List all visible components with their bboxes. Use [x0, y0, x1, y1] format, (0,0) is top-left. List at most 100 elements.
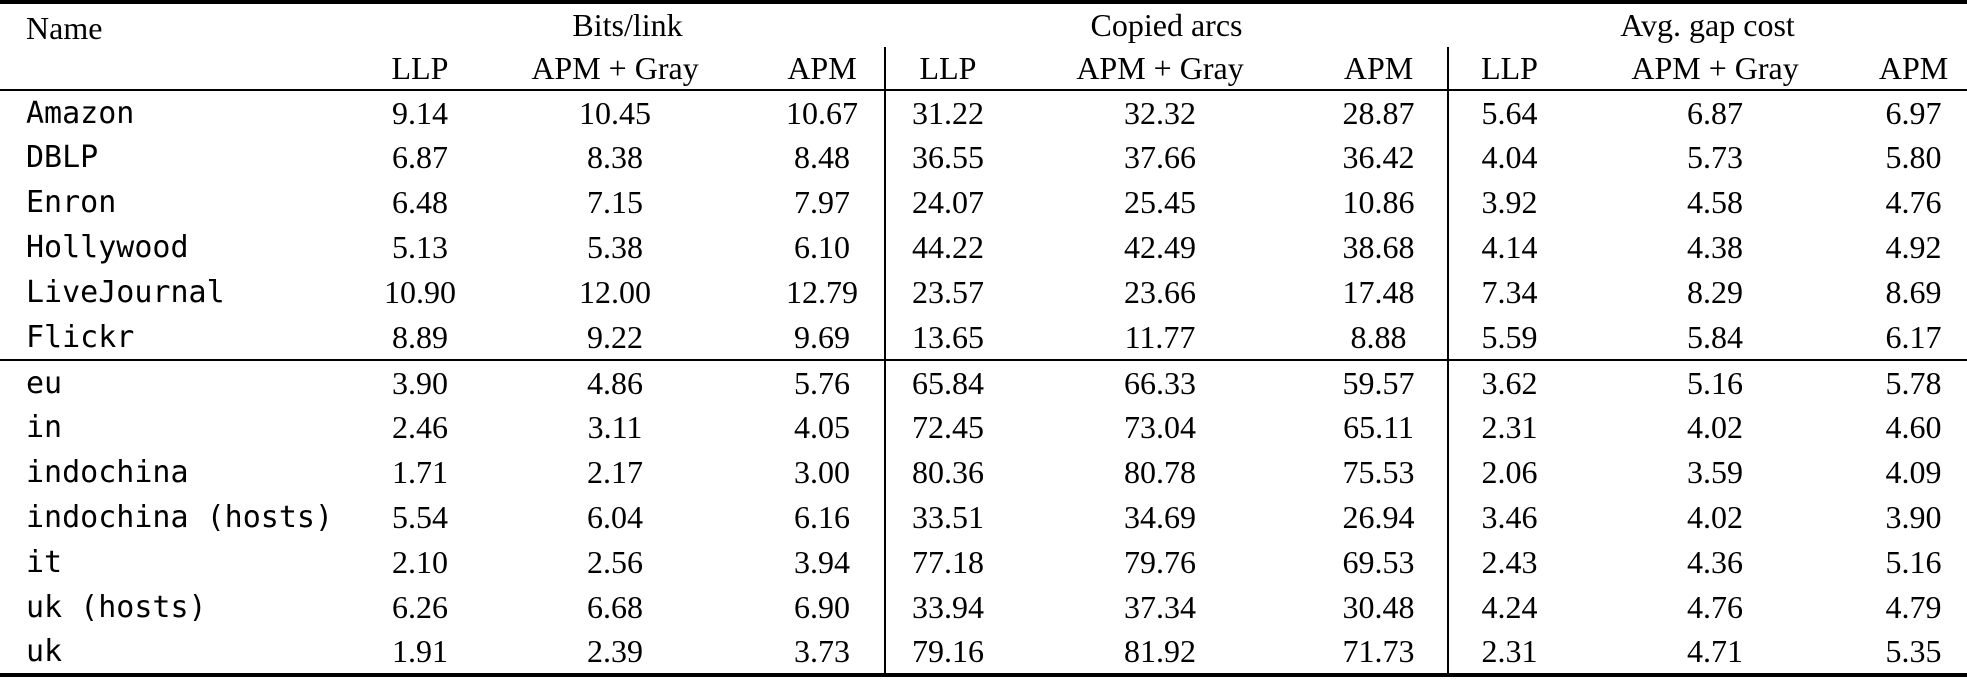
- value-cell: 4.24: [1447, 585, 1571, 630]
- table-row: indochina 1.71 2.17 3.00 80.36 80.78 75.53 2.06…: [0, 450, 1967, 495]
- value-cell: 6.90: [794, 589, 850, 625]
- value-cell: 6.17: [1885, 318, 1942, 355]
- row-name-cell: indochina (hosts): [26, 500, 334, 535]
- value-cell: 9.22: [587, 318, 643, 355]
- value-cell: 72.45: [884, 405, 1010, 450]
- value-cell: 36.55: [884, 135, 1010, 180]
- table-row: Hollywood 5.13 5.38 6.10 44.22 42.49 38.68 4.14…: [0, 225, 1967, 270]
- value-cell: 71.73: [1342, 633, 1415, 669]
- value-cell: 5.54: [392, 499, 448, 535]
- value-cell: 3.90: [370, 359, 470, 405]
- value-cell: 5.38: [587, 229, 643, 265]
- group-header-row: Name Bits/link Copied arcs Avg. gap cost: [0, 2, 1967, 91]
- column-header-apm: APM: [1310, 47, 1449, 91]
- value-cell: 80.78: [1124, 454, 1196, 490]
- column-header-llp: LLP: [1447, 47, 1571, 91]
- value-cell: 6.87: [1687, 94, 1744, 131]
- row-name-cell: uk (hosts): [26, 590, 207, 625]
- value-cell: 5.73: [1687, 139, 1744, 175]
- value-cell: 2.46: [392, 409, 448, 445]
- value-cell: 5.78: [1860, 359, 1967, 405]
- value-cell: 2.10: [392, 544, 448, 580]
- value-cell: 32.32: [1124, 94, 1196, 131]
- value-cell: 10.45: [579, 94, 651, 131]
- value-cell: 36.42: [1342, 139, 1415, 175]
- column-header-apm: APM: [760, 47, 885, 91]
- value-cell: 4.36: [1687, 544, 1744, 580]
- table-row: it 2.10 2.56 3.94 77.18 79.76 69.53 2.43 4.36 5.1…: [0, 540, 1967, 585]
- value-cell: 4.76: [1687, 589, 1744, 625]
- value-cell: 6.26: [392, 589, 448, 625]
- value-cell: 10.86: [1342, 184, 1415, 220]
- value-cell: 1.91: [392, 633, 448, 669]
- value-cell: 17.48: [1342, 274, 1415, 310]
- value-cell: 4.76: [1885, 184, 1942, 220]
- value-cell: 79.16: [884, 630, 1010, 675]
- value-cell: 23.66: [1124, 274, 1196, 310]
- row-name-cell: Enron: [26, 185, 117, 220]
- row-name-cell: LiveJournal: [26, 275, 225, 310]
- value-cell: 66.33: [1010, 359, 1310, 405]
- value-cell: 8.88: [1350, 318, 1407, 355]
- row-name-cell: Flickr: [26, 319, 135, 355]
- value-cell: 81.92: [1124, 633, 1196, 669]
- table-row: DBLP 6.87 8.38 8.48 36.55 37.66 36.42 4.04 5.73 5…: [0, 135, 1967, 180]
- value-cell: 38.68: [1342, 229, 1415, 265]
- value-cell: 69.53: [1342, 544, 1415, 580]
- value-cell: 3.92: [1447, 180, 1571, 225]
- table-row: eu 3.90 4.86 5.76 65.84 66.33 59.57 3.62 5.16 5.7…: [0, 359, 1967, 405]
- value-cell: 3.59: [1687, 454, 1744, 490]
- row-name-cell: indochina: [26, 455, 189, 490]
- value-cell: 4.86: [470, 359, 760, 405]
- value-cell: 6.48: [392, 184, 448, 220]
- value-cell: 5.84: [1687, 318, 1744, 355]
- sub-header-row: LLP APM + Gray APM LLP APM + Gray APM LL…: [0, 47, 1967, 91]
- value-cell: 7.15: [587, 184, 643, 220]
- value-cell: 4.05: [794, 409, 850, 445]
- value-cell: 42.49: [1124, 229, 1196, 265]
- value-cell: 33.94: [884, 585, 1010, 630]
- value-cell: 5.80: [1885, 139, 1942, 175]
- value-cell: 3.11: [587, 409, 643, 445]
- table-row: Enron 6.48 7.15 7.97 24.07 25.45 10.86 3.92 4.58…: [0, 180, 1967, 225]
- value-cell: 4.60: [1885, 409, 1942, 445]
- value-cell: 6.97: [1885, 94, 1942, 131]
- value-cell: 28.87: [1342, 94, 1415, 131]
- value-cell: 34.69: [1124, 499, 1196, 535]
- table-row: uk 1.91 2.39 3.73 79.16 81.92 71.73 2.31 4.71 5.3…: [0, 630, 1967, 675]
- column-header-apm-gray: APM + Gray: [470, 47, 760, 91]
- value-cell: 3.46: [1447, 495, 1571, 540]
- value-cell: 6.68: [587, 589, 643, 625]
- value-cell: 2.56: [587, 544, 643, 580]
- value-cell: 37.34: [1124, 589, 1196, 625]
- row-name-cell: uk: [26, 634, 63, 669]
- value-cell: 23.57: [884, 270, 1010, 315]
- table-row: indochina (hosts) 5.54 6.04 6.16 33.51 34.69 2…: [0, 495, 1967, 540]
- value-cell: 4.79: [1885, 589, 1942, 625]
- value-cell: 5.16: [1885, 544, 1942, 580]
- value-cell: 33.51: [884, 495, 1010, 540]
- value-cell: 3.90: [1885, 499, 1942, 535]
- value-cell: 5.76: [760, 359, 885, 405]
- table-row: Amazon 9.14 10.45 10.67 31.22 32.32 28.87 5.64 6…: [0, 90, 1967, 135]
- value-cell: 3.62: [1447, 359, 1571, 405]
- value-cell: 4.58: [1687, 184, 1744, 220]
- value-cell: 59.57: [1310, 359, 1449, 405]
- value-cell: 6.87: [392, 139, 448, 175]
- value-cell: 12.00: [579, 274, 651, 310]
- value-cell: 4.02: [1687, 409, 1744, 445]
- value-cell: 8.89: [392, 318, 448, 355]
- value-cell: 5.59: [1447, 315, 1571, 360]
- column-header-llp: LLP: [370, 47, 470, 91]
- value-cell: 9.69: [794, 318, 850, 355]
- value-cell: 26.94: [1342, 499, 1415, 535]
- row-name-cell: DBLP: [26, 140, 99, 175]
- value-cell: 5.13: [392, 229, 448, 265]
- value-cell: 3.94: [794, 544, 850, 580]
- value-cell: 2.43: [1447, 540, 1571, 585]
- value-cell: 2.31: [1447, 630, 1571, 675]
- value-cell: 4.92: [1885, 229, 1942, 265]
- value-cell: 8.38: [587, 139, 643, 175]
- value-cell: 5.16: [1570, 359, 1861, 405]
- value-cell: 2.31: [1447, 405, 1571, 450]
